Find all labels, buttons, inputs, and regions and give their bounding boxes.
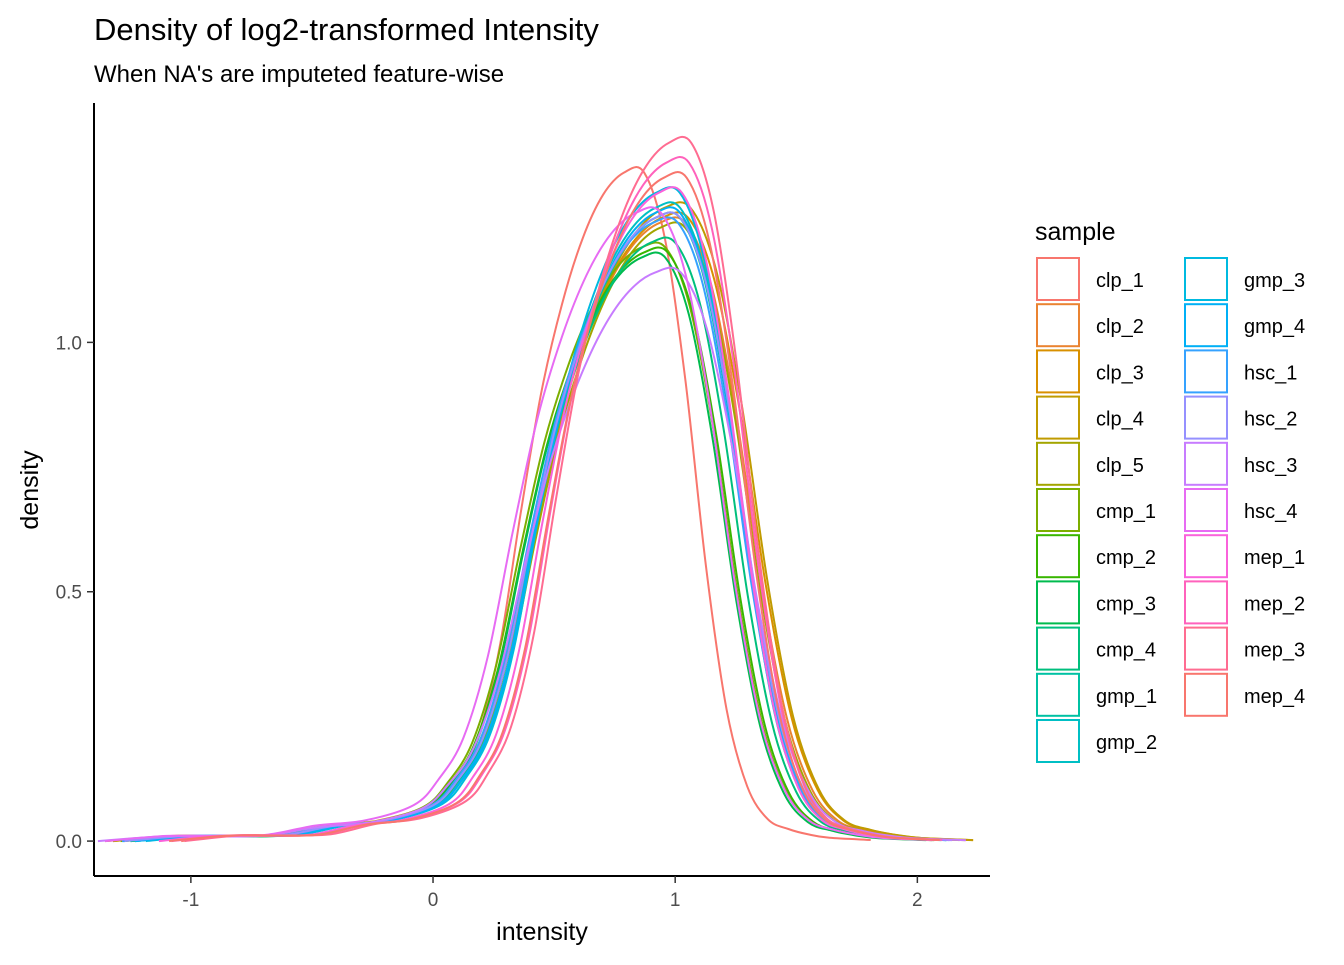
legend-key-cmp-2 xyxy=(1036,534,1080,579)
legend-key-gmp-2 xyxy=(1036,719,1080,763)
legend-key-cmp-4 xyxy=(1036,626,1080,671)
y-axis-ticks: 0.0 0.5 1.0 xyxy=(56,333,94,853)
legend-key-clp-3 xyxy=(1036,349,1080,394)
chart-subtitle: When NA's are imputeted feature-wise xyxy=(94,61,504,88)
density-line-hsc-3 xyxy=(97,266,966,843)
density-line-mep-4 xyxy=(169,171,940,843)
legend-key-cmp-1 xyxy=(1036,488,1080,532)
legend-label: hsc_2 xyxy=(1244,409,1297,431)
legend-label: gmp_4 xyxy=(1244,316,1305,338)
legend-label: clp_3 xyxy=(1096,362,1144,384)
legend-title: sample xyxy=(1035,218,1116,246)
x-tick-label: 0 xyxy=(428,890,439,911)
legend-key-mep-3 xyxy=(1184,626,1228,671)
legend-key-gmp-1 xyxy=(1036,672,1080,717)
density-line-clp-2 xyxy=(113,216,966,843)
legend-key-hsc-2 xyxy=(1184,395,1228,440)
legend-label: mep_3 xyxy=(1244,640,1305,662)
x-axis-ticks: -1 0 1 2 xyxy=(182,876,923,911)
legend-label: hsc_4 xyxy=(1244,501,1297,523)
legend-key-clp-5 xyxy=(1036,441,1080,486)
legend-label: clp_1 xyxy=(1096,270,1144,292)
y-tick-label: 1.0 xyxy=(56,333,82,354)
legend-label: gmp_2 xyxy=(1096,732,1157,754)
legend-label: mep_2 xyxy=(1244,593,1305,615)
legend-label: clp_5 xyxy=(1096,455,1144,477)
x-axis-label: intensity xyxy=(496,918,588,946)
chart-title: Density of log2-transformed Intensity xyxy=(94,12,599,47)
legend-label: gmp_1 xyxy=(1096,686,1157,708)
density-lines xyxy=(97,135,974,843)
legend-key-clp-1 xyxy=(1036,257,1080,301)
y-tick-label: 0.5 xyxy=(56,583,82,604)
y-axis-label: density xyxy=(16,450,44,530)
legend-key-mep-1 xyxy=(1184,534,1228,579)
legend-key-hsc-3 xyxy=(1184,441,1228,486)
legend-label: gmp_3 xyxy=(1244,270,1305,292)
legend-label: cmp_4 xyxy=(1096,640,1156,662)
legend-key-clp-4 xyxy=(1036,395,1080,440)
legend-label: mep_1 xyxy=(1244,547,1305,569)
density-line-gmp-2 xyxy=(135,201,947,843)
legend-label: clp_2 xyxy=(1096,316,1144,338)
legend-key-clp-2 xyxy=(1036,303,1080,348)
x-tick-label: -1 xyxy=(182,890,199,911)
density-line-clp-5 xyxy=(123,221,960,843)
legend-label: hsc_1 xyxy=(1244,362,1297,384)
legend-key-hsc-4 xyxy=(1184,488,1228,532)
legend-label: hsc_3 xyxy=(1244,455,1297,477)
legend-label: cmp_2 xyxy=(1096,547,1156,569)
density-line-mep-3 xyxy=(184,135,940,843)
legend: sample clp_1 clp_2 clp_3 clp_4 clp_5 cmp_1cmp… xyxy=(1035,218,1305,763)
legend-key-cmp-3 xyxy=(1036,580,1080,625)
legend-label: mep_4 xyxy=(1244,686,1305,708)
x-tick-label: 1 xyxy=(670,890,681,911)
density-line-gmp-4 xyxy=(135,206,947,843)
legend-label: cmp_3 xyxy=(1096,593,1156,615)
x-tick-label: 2 xyxy=(912,890,923,911)
density-line-hsc-4 xyxy=(105,206,933,843)
legend-key-mep-4 xyxy=(1184,672,1228,717)
legend-key-hsc-1 xyxy=(1184,349,1228,394)
legend-label: cmp_1 xyxy=(1096,501,1156,523)
legend-key-gmp-4 xyxy=(1184,303,1228,348)
y-tick-label: 0.0 xyxy=(56,832,82,853)
legend-key-mep-2 xyxy=(1184,580,1228,625)
legend-label: clp_4 xyxy=(1096,409,1144,431)
legend-key-gmp-3 xyxy=(1184,257,1228,301)
